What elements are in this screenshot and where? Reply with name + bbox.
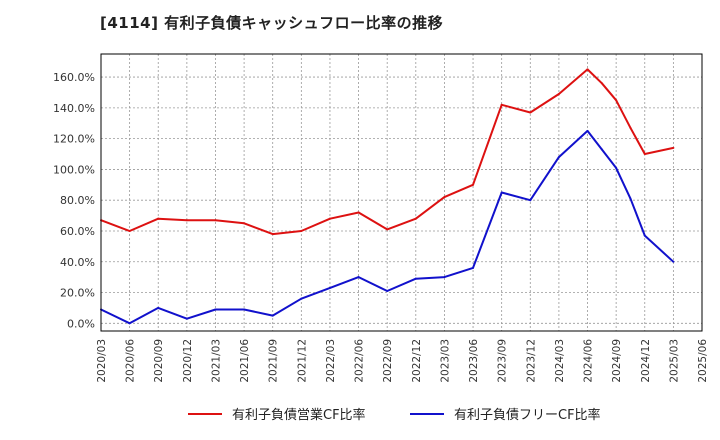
x-tick-label: 2022/09	[382, 339, 394, 383]
y-tick-label: 60.0%	[60, 225, 95, 238]
y-tick-label: 160.0%	[53, 71, 95, 84]
data-point	[586, 68, 589, 71]
data-point	[615, 166, 618, 169]
data-point	[157, 217, 160, 220]
x-axis-ticks: 2020/03 2020/06 2020/09 2020/12 2021/03 2021/…	[96, 339, 709, 383]
data-point	[615, 99, 618, 102]
x-tick-label: 2023/03	[439, 339, 451, 383]
data-point	[328, 286, 331, 289]
x-tick-label: 2025/03	[668, 339, 680, 383]
data-point	[629, 197, 632, 200]
data-point	[185, 219, 188, 222]
data-point	[472, 183, 475, 186]
data-point	[214, 219, 217, 222]
legend-swatch-red	[188, 412, 222, 415]
x-tick-label: 2023/06	[468, 339, 480, 383]
x-tick-label: 2022/12	[411, 339, 423, 383]
data-point	[443, 196, 446, 199]
data-point	[386, 289, 389, 292]
data-point	[500, 191, 503, 194]
data-point	[472, 266, 475, 269]
y-tick-label: 80.0%	[60, 194, 95, 207]
data-point	[157, 306, 160, 309]
data-point	[185, 317, 188, 320]
data-point	[271, 314, 274, 317]
data-point	[128, 229, 131, 232]
data-point	[300, 229, 303, 232]
x-tick-label: 2020/09	[153, 339, 165, 383]
y-tick-label: 100.0%	[53, 163, 95, 176]
chart-title: [4114] 有利子負債キャッシュフロー比率の推移	[100, 14, 444, 32]
x-tick-label: 2023/12	[525, 339, 537, 383]
x-tick-label: 2021/09	[268, 339, 280, 383]
legend-item-operating-cf: 有利子負債営業CF比率	[188, 404, 366, 423]
data-point	[557, 156, 560, 159]
grid	[100, 54, 703, 331]
data-point	[643, 153, 646, 156]
data-point	[600, 82, 603, 85]
data-point	[271, 233, 274, 236]
x-tick-label: 2021/12	[296, 339, 308, 383]
y-tick-label: 0.0%	[67, 317, 95, 330]
x-tick-label: 2024/03	[554, 339, 566, 383]
x-tick-label: 2025/06	[697, 339, 709, 383]
data-point	[672, 260, 675, 263]
legend-label-operating-cf: 有利子負債営業CF比率	[232, 408, 366, 423]
data-point	[557, 93, 560, 96]
data-point	[357, 276, 360, 279]
legend-swatch-blue	[410, 412, 444, 415]
x-tick-label: 2024/12	[640, 339, 652, 383]
data-point	[672, 146, 675, 149]
data-point	[643, 234, 646, 237]
data-point	[386, 228, 389, 231]
x-tick-label: 2023/09	[497, 339, 509, 383]
data-point	[443, 276, 446, 279]
x-tick-label: 2022/03	[325, 339, 337, 383]
y-tick-label: 120.0%	[53, 133, 95, 146]
x-tick-label: 2020/12	[182, 339, 194, 383]
data-point	[414, 277, 417, 280]
data-point	[128, 322, 131, 325]
data-point	[529, 199, 532, 202]
x-tick-label: 2021/03	[210, 339, 222, 383]
data-point	[300, 297, 303, 300]
data-point	[243, 222, 246, 225]
x-tick-label: 2022/06	[354, 339, 366, 383]
y-tick-label: 140.0%	[53, 102, 95, 115]
data-point	[414, 217, 417, 220]
legend-label-free-cf: 有利子負債フリーCF比率	[454, 408, 601, 423]
data-point	[243, 308, 246, 311]
legend: 有利子負債営業CF比率 有利子負債フリーCF比率	[0, 404, 720, 428]
x-tick-label: 2024/06	[583, 339, 595, 383]
data-point	[586, 129, 589, 132]
data-point	[328, 217, 331, 220]
y-tick-label: 20.0%	[60, 287, 95, 300]
data-point	[529, 111, 532, 114]
x-tick-label: 2024/09	[611, 339, 623, 383]
x-tick-label: 2020/06	[125, 339, 137, 383]
plot-frame	[100, 53, 703, 332]
legend-item-free-cf: 有利子負債フリーCF比率	[410, 404, 601, 423]
x-tick-label: 2021/06	[239, 339, 251, 383]
y-axis-ticks: 0.0% 20.0% 40.0% 60.0% 80.0% 100.0% 120.0% 140.…	[53, 71, 95, 330]
data-point	[600, 148, 603, 151]
y-tick-label: 40.0%	[60, 256, 95, 269]
line-chart: 0.0% 20.0% 40.0% 60.0% 80.0% 100.0% 120.0% 140.…	[53, 53, 709, 383]
data-point	[214, 308, 217, 311]
data-point	[500, 103, 503, 106]
data-point	[629, 126, 632, 129]
data-point	[357, 211, 360, 214]
x-tick-label: 2020/03	[96, 339, 108, 383]
